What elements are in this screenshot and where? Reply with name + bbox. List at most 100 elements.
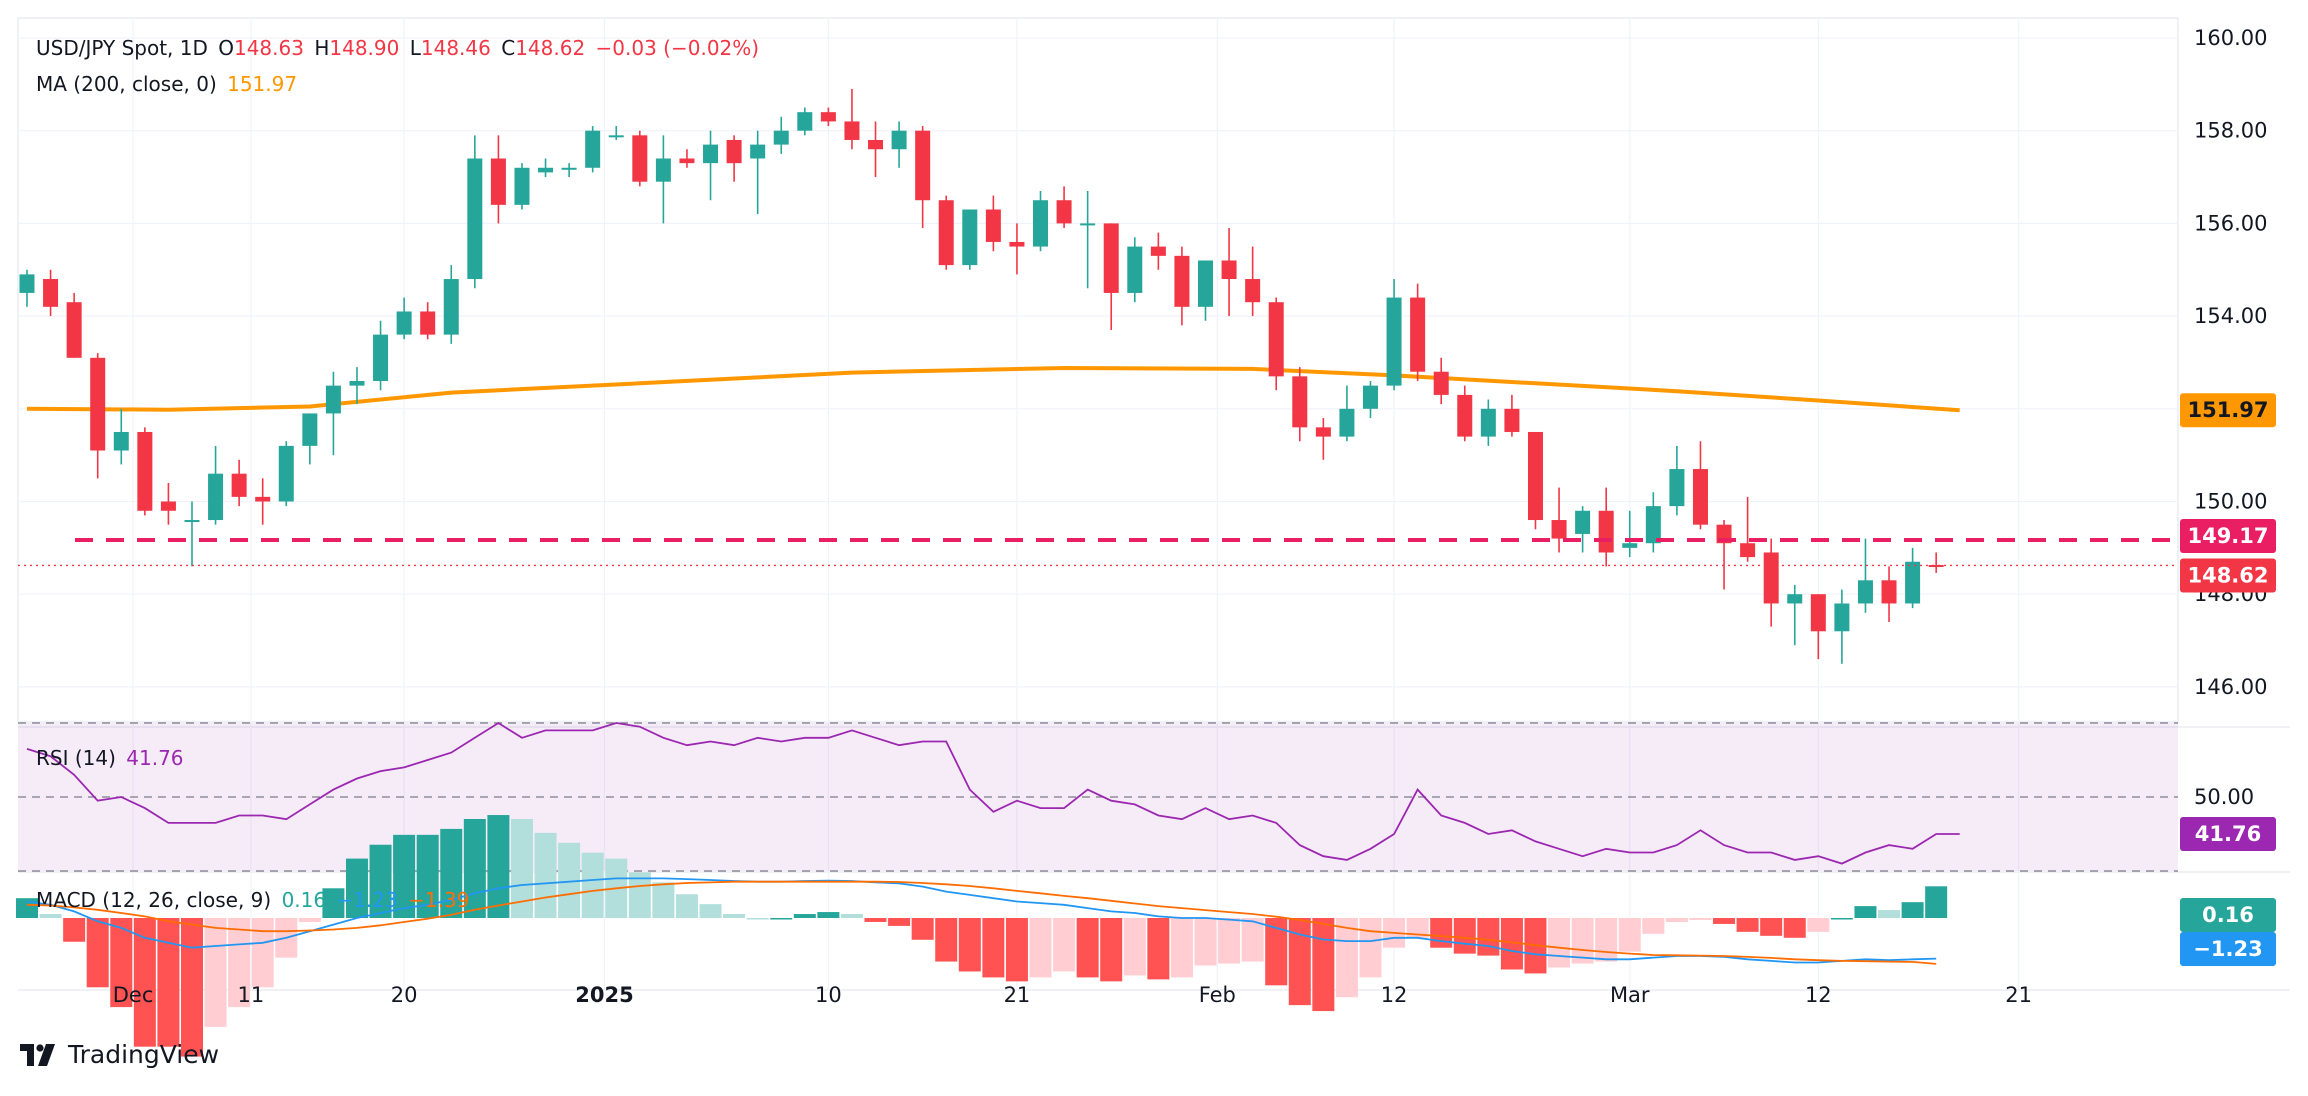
candle-body [255,496,271,502]
ma-price-badge: 151.97 [2187,398,2268,422]
time-tick-label: Dec [113,983,154,1007]
macd-histogram-bar [510,819,533,918]
candle-body [750,144,766,159]
macd-line-badge: −1.23 [2193,937,2262,961]
open-value: 148.63 [233,36,304,60]
candle-body [1268,302,1284,377]
macd-histogram-bar [1500,918,1523,970]
price-tick-label: 160.00 [2194,26,2267,50]
macd-histogram-bar [1312,918,1335,1012]
macd-line [26,877,1937,964]
candle-body [1339,408,1355,437]
candle-body [585,130,601,168]
tradingview-logo[interactable]: TradingView [20,1040,219,1069]
macd-histogram-bar [1335,918,1358,998]
macd-histogram-bar [558,842,581,918]
candle-body [1881,580,1897,604]
macd-histogram-bar [228,918,251,1008]
macd-histogram-bar [652,882,675,918]
macd-label: MACD (12, 26, close, 9) [36,888,272,912]
candle-body [1692,469,1708,525]
macd-legend: MACD (12, 26, close, 9) 0.16 −1.23 −1.39 [36,888,473,912]
macd-histogram-bar [770,918,793,920]
candle-body [703,144,719,164]
candles-layer [19,88,1944,664]
macd-histogram-bar [1713,918,1736,924]
level-price-badge-bg [2180,518,2276,553]
candle-body [1598,510,1614,553]
macd-histogram-bar [16,898,38,918]
macd-histogram-bar [1807,918,1830,932]
rsi-legend: RSI (14) 41.76 [36,746,188,770]
macd-histogram-bar [1100,918,1123,982]
candle-body [373,334,389,381]
macd-histogram-bar [345,858,368,918]
candle-body [1433,371,1449,395]
candle-body [1834,603,1850,632]
candle-body [1645,506,1661,544]
symbol-title: USD/JPY Spot, 1D [36,36,208,60]
macd-histogram-bar [1029,918,1052,978]
candle-body [915,130,931,201]
macd-histogram-bar [1477,918,1500,956]
candle-body [349,380,365,386]
ma-legend: MA (200, close, 0) 151.97 [36,72,301,96]
candle-body [325,385,341,414]
close-value: 148.62 [515,36,586,60]
candle-body [1362,385,1378,409]
macd-histogram-bar [1265,918,1288,986]
macd-histogram-bar [1005,918,1028,982]
time-tick-label: Mar [1610,983,1650,1007]
time-tick-label: 10 [815,983,842,1007]
macd-histogram-bar [1783,918,1806,938]
macd-histogram-bar [440,828,463,918]
rsi-label: RSI (14) [36,746,116,770]
macd-histogram-bar [534,832,557,918]
rsi-tick-label: 50.00 [2194,785,2254,809]
candle-body [1033,200,1049,247]
candle-body [726,139,742,164]
macd-histogram-bar [1453,918,1476,954]
macd-histogram-bar [1642,918,1665,934]
candle-body [1763,552,1779,604]
candle-body [1127,246,1143,293]
level-price-badge: 149.17 [2187,524,2268,548]
candle-body [231,473,247,497]
change-value: −0.03 (−0.02%) [595,36,760,60]
macd-histogram-bar [1878,910,1901,918]
macd-histogram-bar [1359,918,1382,978]
macd-histogram-bar [487,815,510,918]
price-tick-label: 158.00 [2194,119,2267,143]
macd-histogram-bar [1123,918,1146,976]
grid-layer [17,17,2290,991]
signal-line [26,880,1937,965]
macd-histogram-bar [463,819,486,918]
candle-body [137,431,153,511]
macd-histogram-bar [935,918,958,962]
macd-histogram-bar [1053,918,1076,972]
candle-body [773,130,789,145]
ma-value: 151.97 [227,72,298,96]
low-label: L [409,36,421,60]
macd-histogram-bar [133,918,156,1047]
high-value: 148.90 [329,36,400,60]
candle-body [1245,279,1261,303]
levels-layer [18,537,2178,567]
candle-body [962,209,978,266]
candle-body [514,167,530,205]
tradingview-logo-icon [20,1043,55,1066]
candle-body [1221,260,1237,280]
macd-histogram-bar [1548,918,1571,968]
candle-body [160,501,176,511]
candle-body [1315,427,1331,437]
macd-histogram-bar [1241,918,1264,962]
low-value: 148.46 [420,36,491,60]
candle-body [43,279,59,307]
candle-body [1174,255,1190,307]
macd-histogram-bar [1147,918,1170,980]
rsi-line [26,721,1960,865]
macd-histogram-bar [1194,918,1217,966]
macd-histogram-bar [369,844,392,918]
